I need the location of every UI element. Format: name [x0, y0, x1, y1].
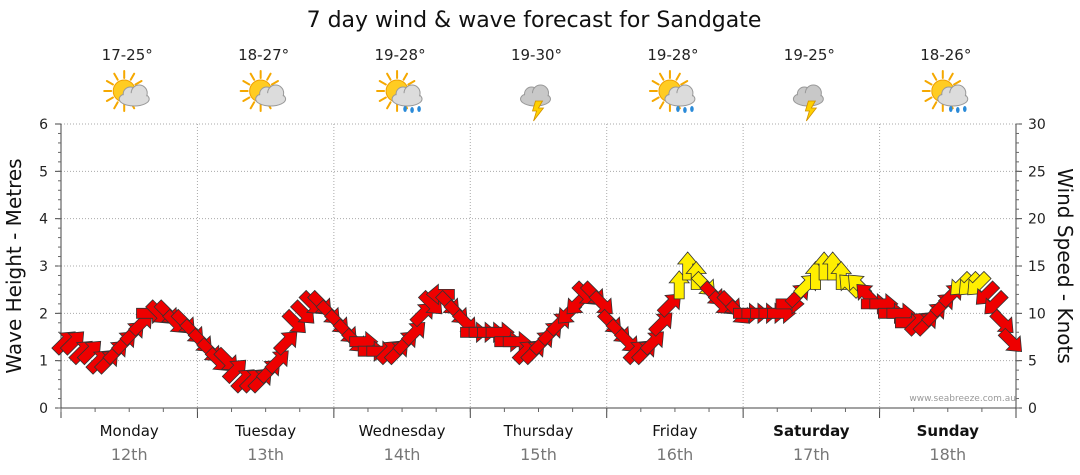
day-date-label: 14th [384, 445, 421, 464]
rain-drops-icon [676, 106, 694, 113]
right-tick-label: 25 [1028, 164, 1046, 180]
left-tick-label: 0 [39, 401, 48, 417]
cloud-icon [118, 84, 150, 107]
right-axis: 0 5 10 15 20 25 30 [1015, 117, 1046, 417]
left-tick-label: 1 [39, 354, 48, 370]
wind-arrow [264, 350, 289, 375]
temperature-range: 19-28° [375, 46, 426, 64]
storm-icon [520, 84, 551, 122]
left-axis-label: Wave Height - Metres [2, 158, 26, 373]
right-axis-label: Wind Speed - Knots [1053, 168, 1077, 364]
day-name-label: Tuesday [234, 422, 296, 440]
wind-arrow [639, 331, 664, 356]
sun-cloud-icon [103, 70, 150, 112]
lightning-icon [804, 100, 818, 122]
wind-arrow [975, 280, 1001, 305]
sun-rain-icon [376, 70, 423, 113]
temperature-range: 18-27° [238, 46, 289, 64]
left-tick-label: 4 [39, 212, 48, 228]
left-tick-label: 5 [39, 164, 48, 180]
wind-arrow [656, 293, 682, 318]
wind-arrow [221, 359, 247, 385]
wind-arrows [51, 251, 1023, 394]
wind-arrow [59, 331, 85, 356]
right-tick-label: 15 [1028, 259, 1046, 275]
cloud-icon [792, 84, 824, 107]
x-axis: Monday 12th Tuesday 13th Wednesday 14th Thursd… [60, 407, 1017, 464]
wind-arrow [400, 321, 426, 347]
sun-rain-icon [648, 70, 696, 113]
right-tick-label: 5 [1028, 354, 1037, 370]
temperature-range: 19-28° [647, 46, 698, 64]
wind-arrow [648, 312, 673, 337]
left-axis: 0 1 2 3 4 5 6 [39, 117, 62, 417]
left-tick-label: 3 [39, 259, 48, 275]
day-date-label: 15th [520, 445, 557, 464]
day-name-label: Saturday [773, 422, 850, 440]
day-date-label: 13th [247, 445, 284, 464]
grid [61, 123, 1016, 408]
left-tick-label: 6 [39, 117, 48, 133]
day-headers: 17-25° 18-27° 19-28° 19-30° 19-28° 19-25° 18-2… [102, 46, 971, 122]
day-name-label: Wednesday [359, 422, 446, 440]
temperature-range: 19-30° [511, 46, 562, 64]
day-name-label: Thursday [503, 422, 574, 440]
day-date-label: 16th [657, 445, 694, 464]
wind-arrow [76, 340, 102, 366]
rain-drops-icon [403, 106, 421, 113]
temperature-range: 19-25° [784, 46, 835, 64]
right-tick-label: 10 [1028, 306, 1046, 322]
sun-rain-icon [921, 70, 969, 113]
cloud-icon [664, 84, 696, 107]
storm-icon [792, 84, 824, 122]
temperature-range: 17-25° [102, 46, 153, 64]
right-tick-label: 20 [1028, 212, 1046, 228]
day-name-label: Monday [100, 422, 159, 440]
rain-drops-icon [948, 106, 967, 113]
lightning-icon [531, 100, 545, 122]
day-date-label: 18th [929, 445, 966, 464]
day-date-label: 12th [111, 445, 148, 464]
cloud-icon [520, 84, 551, 107]
sun-cloud-icon [239, 70, 287, 112]
cloud-icon [937, 84, 969, 107]
wind-arrow [997, 327, 1023, 353]
chart-title: 7 day wind & wave forecast for Sandgate [307, 8, 762, 33]
temperature-range: 18-26° [920, 46, 971, 64]
cloud-icon [391, 84, 423, 107]
left-tick-label: 2 [39, 306, 48, 322]
right-tick-label: 0 [1028, 401, 1037, 417]
cloud-icon [255, 84, 287, 107]
wind-arrow [967, 270, 992, 296]
day-name-label: Sunday [917, 422, 980, 440]
day-name-label: Friday [652, 422, 698, 440]
watermark: www.seabreeze.com.au [909, 394, 1016, 404]
wind-arrow [272, 331, 298, 356]
right-tick-label: 30 [1028, 117, 1046, 133]
day-date-label: 17th [793, 445, 830, 464]
